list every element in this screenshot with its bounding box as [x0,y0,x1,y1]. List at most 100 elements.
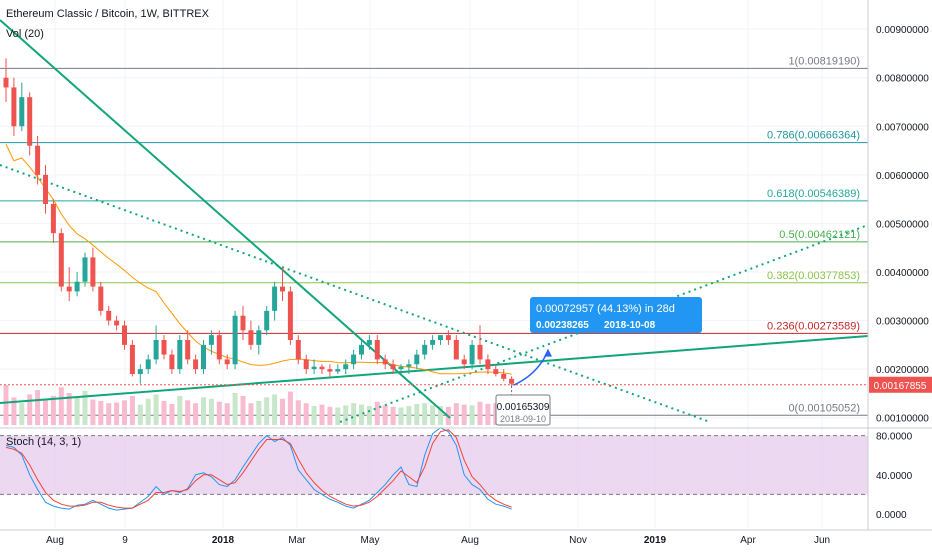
candle-body [216,335,222,360]
volume-bar [485,403,491,425]
stoch-title: Stoch (14, 3, 1) [6,436,81,448]
volume-bar [193,403,199,425]
volume-bar [327,406,333,425]
x-tick-label: Aug [46,535,64,546]
volume-bar [319,404,325,425]
volume-bar [208,398,214,425]
candle-body [185,340,191,360]
candle-body [3,77,9,88]
x-tick-label: Jun [814,535,830,546]
stoch-k-line [5,427,512,511]
fib-level-label: 1(0.00819190) [788,55,860,67]
candle-body [501,374,507,379]
candle-body [82,257,88,282]
candle-body [485,359,491,370]
volume-bar [27,394,33,425]
candle-body [208,335,214,345]
x-tick-label: 2018 [212,535,235,546]
downtrend-line [0,19,451,419]
volume-bar [114,402,120,425]
volume-bar [335,407,341,425]
fib-level-label: 0.786(0.00666364) [767,130,860,142]
volume-bar [422,403,428,425]
volume-bar [106,403,112,425]
candle-body [129,344,135,374]
y-tick-label: 0.00900000 [876,25,929,36]
candle-body [264,310,270,331]
volume-bar [280,398,285,425]
candle-body [50,204,56,234]
last-price-label: 0.00167855 [874,381,927,392]
candle-body [256,330,262,345]
candle-body [161,340,167,355]
fib-level-label: 0.5(0.00462121) [779,229,860,241]
low-marker-box [495,394,551,426]
volume-bar [264,397,270,425]
projection-arrowhead [544,348,552,357]
candle-body [469,344,475,365]
candle-body [177,340,183,370]
candle-body [374,340,380,360]
volume-bar [137,404,143,425]
x-tick-label: 9 [122,535,128,546]
stoch-y-tick: 40.0000 [876,471,913,482]
candle-body [445,335,451,340]
volume-bar [35,390,41,425]
volume-bar [129,395,135,425]
stoch-y-tick: 80.0000 [876,432,913,443]
x-tick-label: Aug [461,535,479,546]
volume-bar [201,397,206,425]
candle-body [58,233,64,287]
volume-bar [453,403,459,425]
volume-bar [390,406,396,425]
dotted-support-line [339,224,869,423]
candle-body [509,378,515,384]
stoch-d-line [5,429,512,509]
candle-body [366,340,372,345]
candle-body [422,344,428,355]
volume-bar [343,405,349,425]
volume-bar [3,385,9,425]
candle-body [280,286,285,292]
candle-body [351,354,357,365]
candle-body [287,291,293,340]
projection-arrow [513,350,549,386]
volume-bar [461,404,467,425]
candle-body [240,315,246,331]
volume-bar [224,403,230,425]
fib-level-label: 0.236(0.00273589) [767,320,860,332]
volume-bar [477,401,483,425]
volume-bar [177,395,183,425]
stoch-y-tick: 0.0000 [876,510,907,521]
fib-level-label: 0(0.00105052) [788,402,860,414]
candle-body [169,354,175,370]
volume-bar [272,394,278,425]
candle-body [335,369,341,372]
volume-bar [256,401,262,425]
uptrend-line [0,335,869,404]
volume-bar [74,397,80,425]
volume-bar [98,401,104,425]
chart-title: Ethereum Classic / Bitcoin, 1W, BITTREX [6,8,209,20]
volume-bar [382,405,388,425]
candle-body [319,366,325,370]
volume-bar [366,406,372,425]
y-tick-label: 0.00700000 [876,122,929,133]
fib-level-label: 0.382(0.00377853) [767,270,860,282]
candle-body [248,330,254,345]
y-tick-label: 0.00200000 [876,365,929,376]
candle-body [98,286,104,311]
candle-body [343,364,349,370]
volume-bar [43,398,48,425]
volume-bar [145,398,151,425]
projection-box [530,297,702,333]
candle-body [114,320,120,326]
volume-bar [398,407,404,425]
candle-body [311,366,317,370]
volume-bar [311,406,317,425]
candle-body [477,344,483,360]
volume-bar [169,403,175,425]
